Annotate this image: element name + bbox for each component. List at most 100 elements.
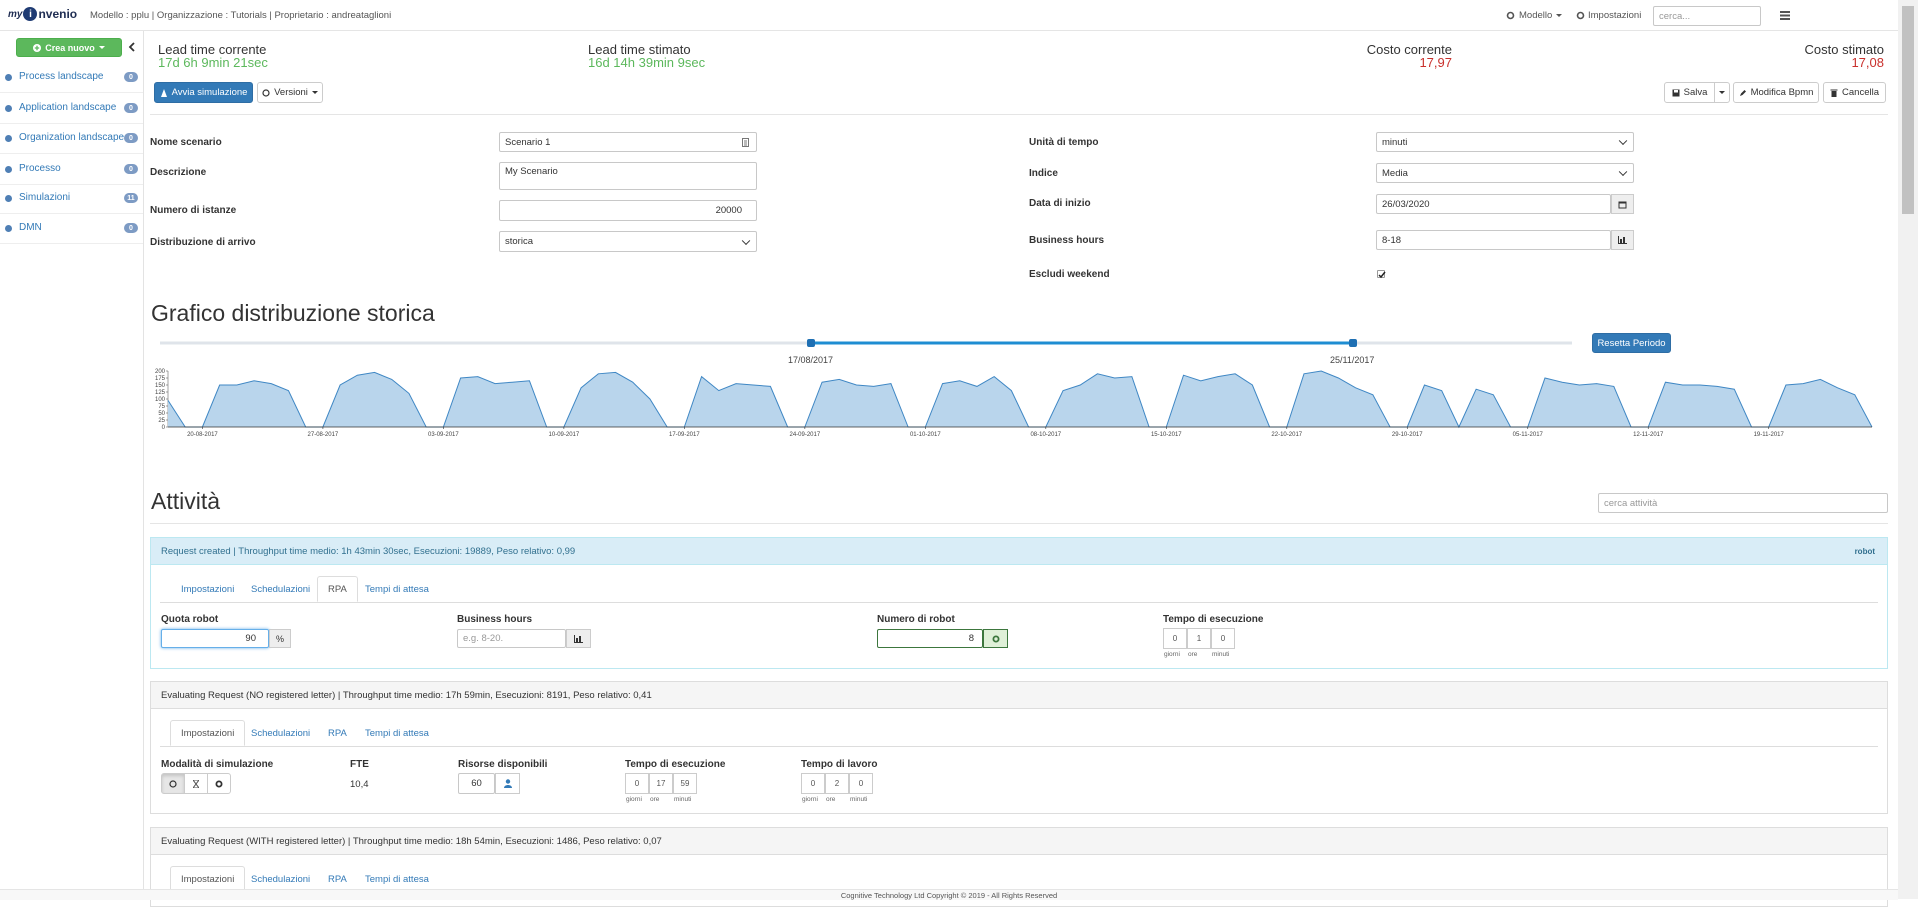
tab[interactable]: Schedulazioni bbox=[251, 727, 311, 739]
panel-header[interactable]: Evaluating Request (NO registered letter… bbox=[151, 682, 1887, 709]
duration-unit: giorni bbox=[626, 796, 642, 803]
tab[interactable]: RPA bbox=[317, 576, 358, 602]
run-button[interactable]: Avvia simulazione bbox=[154, 82, 253, 103]
sidebar-item[interactable]: DMN 0 bbox=[0, 213, 143, 244]
x-tick-label: 05-11-2017 bbox=[1513, 432, 1544, 438]
input-value: 26/03/2020 bbox=[1382, 198, 1430, 210]
logo-prefix: my bbox=[8, 8, 23, 20]
scrollbar[interactable] bbox=[1898, 0, 1918, 899]
reset-period-button[interactable]: Resetta Periodo bbox=[1592, 333, 1671, 353]
sidebar-item[interactable]: Organization landscape 0 bbox=[0, 123, 143, 154]
tab[interactable]: Tempi di attesa bbox=[365, 873, 429, 885]
hours-button[interactable] bbox=[1611, 230, 1634, 250]
x-tick-label: 24-09-2017 bbox=[789, 432, 820, 438]
calendar-button[interactable] bbox=[1611, 194, 1634, 214]
calendar-icon bbox=[1618, 201, 1627, 208]
tab[interactable]: Schedulazioni bbox=[251, 583, 311, 595]
y-tick-label: 75 bbox=[158, 404, 165, 410]
metric-value: 17d 6h 9min 21sec bbox=[158, 55, 268, 70]
robot-settings-button[interactable] bbox=[983, 629, 1008, 648]
save-dropdown[interactable] bbox=[1714, 82, 1730, 103]
tab[interactable]: Impostazioni bbox=[170, 720, 246, 746]
item-label: Organization landscape bbox=[19, 132, 125, 143]
logo[interactable]: my i nvenio bbox=[8, 7, 77, 21]
duration-input[interactable]: 0 bbox=[849, 773, 873, 794]
item-label: DMN bbox=[19, 222, 42, 233]
settings-menu[interactable]: Impostazioni bbox=[1576, 10, 1641, 21]
mode-button[interactable] bbox=[207, 773, 231, 794]
tab[interactable]: Impostazioni bbox=[170, 866, 246, 892]
duration-input[interactable]: 0 bbox=[625, 773, 649, 794]
duration-input[interactable]: 2 bbox=[825, 773, 849, 794]
area-line bbox=[167, 370, 1873, 429]
tab[interactable]: RPA bbox=[328, 727, 347, 739]
business-hours-input[interactable]: 8-18 bbox=[1376, 230, 1611, 250]
tab[interactable]: Impostazioni bbox=[181, 583, 235, 595]
duration-input[interactable]: 0 bbox=[801, 773, 825, 794]
activity-search[interactable]: cerca attività bbox=[1598, 493, 1888, 513]
business-hours-input[interactable]: e.g. 8-20. bbox=[457, 629, 566, 648]
duration-input[interactable]: 1 bbox=[1187, 628, 1211, 649]
cancel-button[interactable]: Cancella bbox=[1823, 82, 1886, 103]
sidebar-item[interactable]: Application landscape 0 bbox=[0, 93, 143, 124]
mode-button[interactable] bbox=[184, 773, 208, 794]
robot-quota-input[interactable]: 90 bbox=[161, 629, 269, 648]
slider-handle[interactable] bbox=[1349, 339, 1357, 347]
duration-input[interactable]: 0 bbox=[1211, 628, 1235, 649]
weekend-checkbox[interactable] bbox=[1377, 270, 1386, 279]
edit-bpmn-button[interactable]: Modifica Bpmn bbox=[1733, 82, 1819, 103]
resources-button[interactable] bbox=[495, 773, 520, 794]
start-date-input[interactable]: 26/03/2020 bbox=[1376, 194, 1611, 214]
fte-value: 10,4 bbox=[350, 779, 369, 790]
search-input[interactable]: cerca... bbox=[1653, 6, 1761, 26]
x-tick-label: 03-09-2017 bbox=[428, 432, 459, 438]
scroll-thumb[interactable] bbox=[1902, 6, 1914, 214]
collapse-toggle[interactable] bbox=[128, 42, 136, 52]
index-select[interactable]: Media bbox=[1376, 163, 1634, 183]
robot-count-input[interactable]: 8 bbox=[877, 629, 983, 648]
field-label: Escludi weekend bbox=[1029, 269, 1110, 280]
scenario-name-input[interactable]: Scenario 1 bbox=[499, 132, 757, 152]
hours-button[interactable] bbox=[566, 629, 591, 648]
slider-handle[interactable] bbox=[807, 339, 815, 347]
tab[interactable]: Tempi di attesa bbox=[365, 583, 429, 595]
gear-icon bbox=[992, 635, 999, 642]
field-label: Business hours bbox=[1029, 235, 1105, 246]
x-tick-label: 12-11-2017 bbox=[1633, 432, 1664, 438]
tab[interactable]: Tempi di attesa bbox=[365, 727, 429, 739]
save-button[interactable]: Salva bbox=[1664, 82, 1715, 103]
mode-button[interactable] bbox=[161, 773, 185, 794]
create-button[interactable]: Crea nuovo bbox=[16, 38, 122, 57]
item-count: 0 bbox=[124, 72, 138, 82]
tab[interactable]: Schedulazioni bbox=[251, 873, 311, 885]
duration-input[interactable]: 0 bbox=[1163, 628, 1187, 649]
menu-label: Impostazioni bbox=[1588, 10, 1642, 21]
period-slider[interactable] bbox=[158, 336, 1576, 350]
x-tick-label: 01-10-2017 bbox=[910, 432, 941, 438]
versions-button[interactable]: Versioni bbox=[257, 82, 323, 103]
model-menu[interactable]: Modello bbox=[1506, 10, 1563, 21]
sidebar-item[interactable]: Process landscape 0 bbox=[0, 62, 143, 93]
description-input[interactable]: My Scenario bbox=[499, 162, 757, 190]
field-label: Data di inizio bbox=[1029, 198, 1091, 209]
duration-input[interactable]: 59 bbox=[673, 773, 697, 794]
apps-icon[interactable] bbox=[1780, 11, 1790, 20]
select-value: storica bbox=[505, 236, 533, 247]
button-label: Versioni bbox=[274, 87, 308, 98]
arrival-distribution-select[interactable]: storica bbox=[499, 231, 757, 252]
list-icon bbox=[742, 138, 749, 147]
sidebar-item[interactable]: Simulazioni 11 bbox=[0, 183, 143, 214]
resources-input[interactable]: 60 bbox=[458, 773, 495, 794]
tab[interactable]: RPA bbox=[328, 873, 347, 885]
sidebar-item[interactable]: Processo 0 bbox=[0, 154, 143, 185]
placeholder: cerca... bbox=[1659, 10, 1691, 22]
metric-value: 16d 14h 39min 9sec bbox=[588, 55, 706, 70]
time-unit-select[interactable]: minuti bbox=[1376, 132, 1634, 152]
activity-panel: Evaluating Request (NO registered letter… bbox=[150, 681, 1888, 814]
panel-header[interactable]: Request created | Throughput time medio:… bbox=[151, 538, 1887, 565]
instances-input[interactable]: 20000 bbox=[499, 200, 757, 221]
tab-bar: Impostazioni Schedulazioni RPA Tempi di att… bbox=[160, 720, 1878, 747]
panel-header[interactable]: Evaluating Request (WITH registered lett… bbox=[151, 828, 1887, 855]
duration-input[interactable]: 17 bbox=[649, 773, 673, 794]
check-mark bbox=[1378, 271, 1386, 279]
